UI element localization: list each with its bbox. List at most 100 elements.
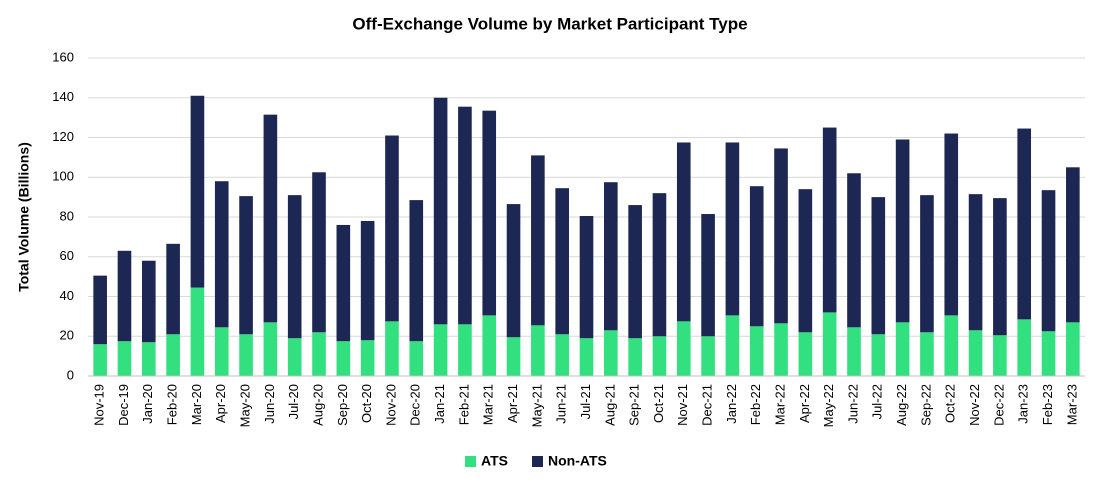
legend-swatch — [465, 456, 476, 467]
x-tick-label: Jan-23 — [1016, 384, 1031, 424]
bar-segment — [166, 243, 180, 335]
bar-segment — [749, 186, 764, 327]
bar-segment — [798, 189, 813, 333]
bar-segment — [166, 334, 180, 376]
x-tick-label: Aug-21 — [602, 384, 617, 426]
bar-segment — [385, 135, 399, 322]
x-tick-label: Dec-19 — [116, 384, 131, 426]
bar-segment — [506, 204, 521, 338]
x-tick-label: Jun-20 — [262, 384, 277, 424]
bar-segment — [920, 195, 934, 333]
x-tick-label: Sep-21 — [627, 384, 642, 426]
bar-segment — [1017, 319, 1032, 376]
bar-segment — [531, 325, 545, 376]
bar-segment — [312, 332, 326, 376]
x-tick-label: Mar-20 — [189, 384, 204, 425]
x-tick-label: Jun-21 — [554, 384, 569, 424]
bar-segment — [725, 142, 740, 316]
x-tick-label: Feb-22 — [748, 384, 763, 425]
bar-segment — [676, 321, 691, 376]
x-tick-label: Jan-22 — [724, 384, 739, 424]
x-tick-label: Apr-21 — [505, 384, 520, 423]
bar-segment — [141, 342, 156, 376]
x-tick-label: Oct-21 — [651, 384, 666, 423]
bar-segment — [336, 224, 351, 342]
bar-segment — [531, 155, 545, 326]
bar-segment — [1017, 128, 1032, 320]
legend-swatch — [532, 456, 543, 467]
bar-segment — [263, 322, 278, 376]
y-tick-label: 140 — [52, 89, 74, 104]
bar-segment — [774, 323, 788, 376]
x-tick-label: Dec-20 — [408, 384, 423, 426]
bar-segment — [604, 182, 618, 331]
bar-segment — [579, 216, 594, 339]
x-tick-label: Nov-21 — [675, 384, 690, 426]
x-tick-label: Jan-21 — [432, 384, 447, 424]
bar-segment — [263, 114, 278, 323]
bar-segment — [1066, 167, 1080, 323]
bar-segment — [628, 205, 642, 339]
x-tick-label: Apr-20 — [213, 384, 228, 423]
x-tick-label: May-22 — [821, 384, 836, 427]
x-tick-label: Mar-22 — [772, 384, 787, 425]
y-axis-title: Total Volume (Billions) — [16, 142, 32, 292]
bar-segment — [1041, 190, 1056, 332]
bar-segment — [895, 322, 910, 376]
bar-segment — [628, 338, 642, 376]
x-tick-label: Jan-20 — [140, 384, 155, 424]
bar-segment — [433, 324, 448, 376]
x-tick-label: Nov-20 — [383, 384, 398, 426]
bar-segment — [652, 336, 667, 376]
bar-segment — [579, 338, 594, 376]
bar-segment — [214, 181, 229, 328]
x-tick-label: Aug-22 — [894, 384, 909, 426]
bar-segment — [409, 200, 424, 342]
bar-segment — [287, 195, 302, 339]
x-tick-label: Jul-20 — [286, 384, 301, 419]
bar-segment — [555, 334, 569, 376]
x-tick-label: Feb-20 — [165, 384, 180, 425]
x-tick-label: Oct-22 — [943, 384, 958, 423]
bar-segment — [822, 127, 837, 313]
bar-segment — [871, 197, 886, 335]
x-tick-label: Nov-19 — [92, 384, 107, 426]
bar-segment — [336, 341, 351, 376]
bar-segment — [385, 321, 399, 376]
y-tick-label: 160 — [52, 49, 74, 64]
x-tick-label: Mar-21 — [481, 384, 496, 425]
x-tick-label: Jun-22 — [845, 384, 860, 424]
bar-segment — [944, 315, 959, 376]
bar-segment — [433, 97, 448, 325]
y-tick-label: 120 — [52, 129, 74, 144]
bar-segment — [798, 332, 813, 376]
x-tick-label: Jul-22 — [870, 384, 885, 419]
bar-segment — [506, 337, 521, 376]
y-tick-label: 20 — [60, 328, 74, 343]
bar-segment — [968, 194, 983, 331]
x-tick-label: Jul-21 — [578, 384, 593, 419]
bar-segment — [944, 133, 959, 316]
y-tick-label: 80 — [60, 208, 74, 223]
bar-segment — [1041, 331, 1056, 376]
x-tick-label: Feb-21 — [456, 384, 471, 425]
bar-segment — [312, 172, 326, 333]
x-tick-label: Apr-22 — [797, 384, 812, 423]
bar-segment — [458, 324, 472, 376]
x-tick-label: Feb-23 — [1040, 384, 1055, 425]
bar-segment — [141, 260, 156, 343]
x-tick-label: Nov-22 — [967, 384, 982, 426]
bar-segment — [360, 220, 375, 341]
bar-segment — [968, 330, 983, 376]
bar-segment — [1066, 322, 1080, 376]
bar-segment — [895, 139, 910, 323]
bar-segment — [239, 196, 253, 335]
legend-label: ATS — [481, 453, 508, 469]
bar-segment — [701, 214, 715, 337]
bar-segment — [676, 142, 691, 322]
bar-segment — [822, 312, 837, 376]
bar-segment — [93, 275, 107, 345]
bar-segment — [993, 335, 1007, 376]
bar-segment — [214, 327, 229, 376]
